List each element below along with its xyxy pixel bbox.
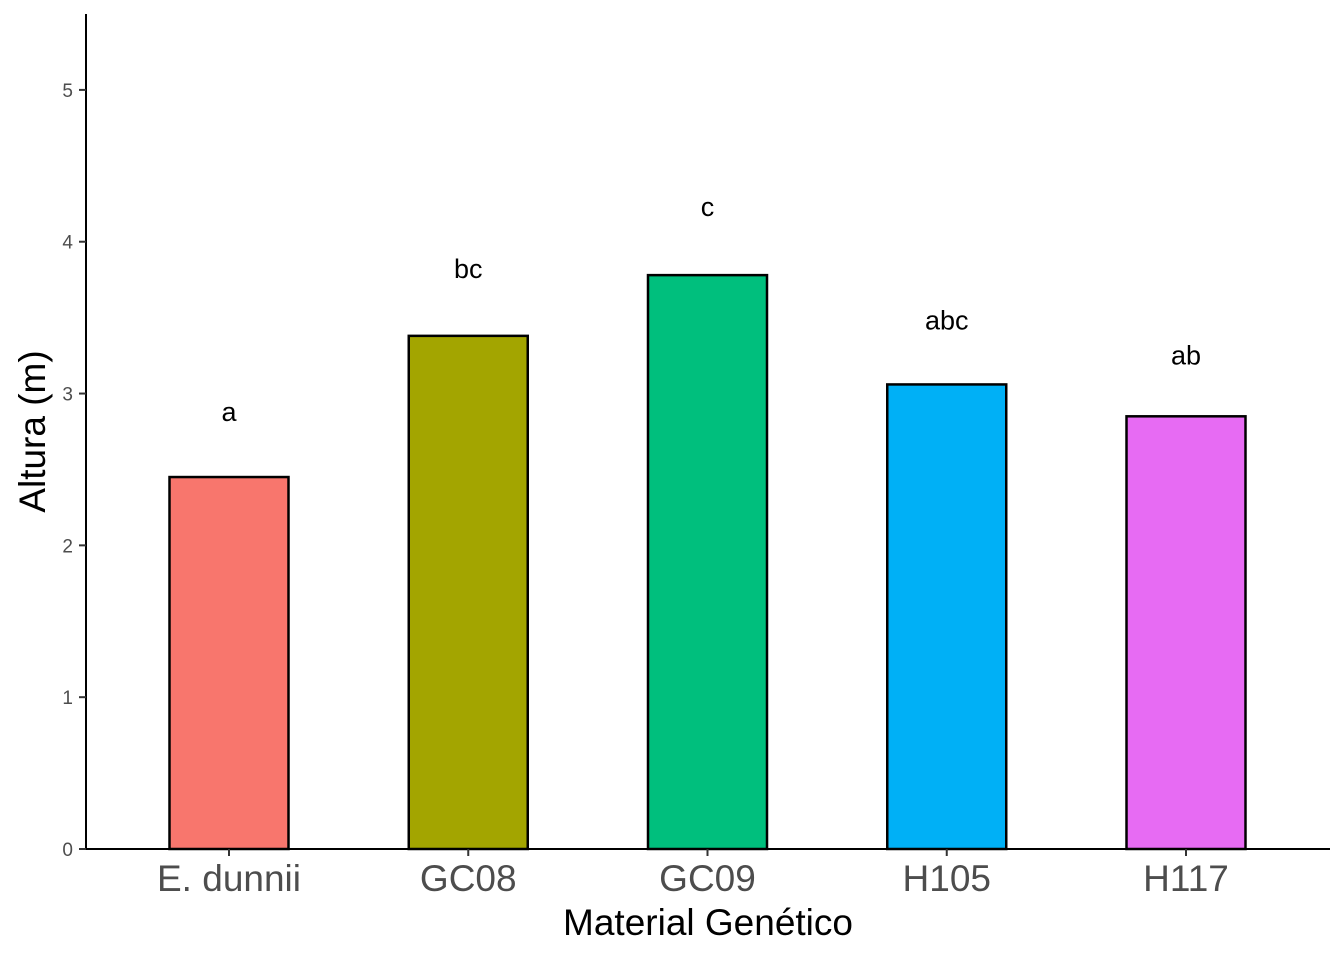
bars-group [168,273,1247,851]
bar-gc08 [407,334,529,851]
x-axis-ticks: E. dunnii GC08 GC09 H105 H117 [157,849,1229,899]
x-axis-title: Material Genético [563,902,853,943]
significance-letter: ab [1171,341,1201,371]
y-axis-title: Altura (m) [12,350,53,512]
significance-letter: bc [454,254,483,284]
x-tick-label: GC09 [659,858,756,899]
significance-letter: a [221,397,237,427]
y-tick-label: 1 [62,688,73,709]
bar-h105 [886,383,1008,851]
bar-gc09 [646,273,769,851]
y-tick-label: 5 [62,81,73,102]
y-tick-label: 4 [62,233,73,254]
y-axis-ticks: 0 1 2 3 4 5 [62,81,86,861]
y-tick-label: 3 [62,385,73,406]
y-tick-label: 0 [62,840,73,861]
y-tick-label: 2 [62,536,73,557]
significance-letter: abc [925,306,969,336]
bar-h117 [1125,415,1247,851]
x-tick-label: H105 [903,858,991,899]
x-tick-label: E. dunnii [157,858,301,899]
x-tick-label: GC08 [420,858,517,899]
x-tick-label: H117 [1143,858,1229,899]
bar-e-dunnii [168,475,290,851]
significance-letter: c [701,192,715,222]
